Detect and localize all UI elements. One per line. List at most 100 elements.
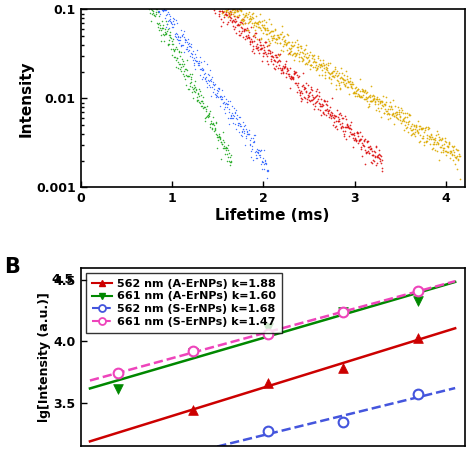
Point: [243, 27, 251, 34]
Point: [212, 130, 220, 137]
Point: [222, 6, 229, 14]
Point: [172, 29, 180, 36]
Point: [303, 88, 310, 95]
Point: [204, 112, 211, 119]
Point: [162, 11, 169, 19]
Point: [165, 24, 173, 32]
Point: [243, 3, 250, 10]
Point: [370, 151, 377, 159]
Point: [283, 46, 291, 54]
Point: [368, 148, 376, 155]
Point: [456, 152, 463, 159]
Point: [250, 42, 257, 49]
Point: [358, 88, 366, 95]
Point: [385, 110, 393, 118]
Point: [405, 110, 413, 118]
Point: [231, 120, 238, 128]
Point: [200, 104, 207, 112]
Point: [208, 120, 216, 128]
Point: [338, 114, 346, 122]
Point: [221, 3, 228, 10]
Point: [220, 105, 228, 112]
Point: [292, 51, 300, 58]
Point: [149, 9, 156, 17]
Point: [199, 65, 207, 73]
Point: [261, 165, 268, 173]
Point: [427, 131, 435, 139]
Point: [286, 50, 294, 58]
Point: [186, 82, 194, 90]
Point: [412, 123, 420, 131]
Point: [200, 93, 207, 101]
Point: [309, 87, 316, 94]
Point: [341, 112, 349, 119]
Point: [233, 12, 241, 20]
Point: [237, 113, 244, 120]
Point: [419, 132, 427, 140]
Point: [306, 96, 313, 103]
Point: [220, 93, 228, 100]
Point: [233, 13, 240, 20]
Point: [190, 55, 198, 62]
Point: [265, 41, 273, 49]
Point: [152, 10, 160, 18]
Point: [450, 152, 458, 159]
Point: [164, 8, 172, 16]
Point: [283, 30, 291, 38]
Point: [266, 50, 273, 57]
Point: [321, 98, 329, 105]
Point: [210, 85, 218, 92]
Point: [314, 106, 322, 113]
Point: [194, 61, 201, 69]
Point: [360, 137, 368, 144]
Point: [268, 27, 276, 35]
Point: [173, 36, 181, 43]
Point: [149, 10, 156, 18]
Point: [288, 47, 295, 55]
Point: [238, 19, 246, 27]
Point: [223, 150, 231, 157]
Point: [299, 49, 307, 56]
Point: [248, 13, 256, 20]
Point: [275, 51, 283, 59]
Point: [287, 74, 294, 82]
Point: [219, 99, 227, 107]
Point: [384, 109, 392, 117]
Point: [341, 76, 348, 83]
Point: [312, 66, 320, 73]
Point: [312, 92, 320, 100]
Point: [213, 87, 221, 94]
Point: [171, 31, 179, 38]
Point: [228, 114, 236, 121]
Point: [243, 127, 250, 134]
Point: [240, 26, 248, 34]
Point: [338, 74, 346, 82]
Point: [354, 85, 362, 92]
Point: [315, 60, 323, 68]
Point: [398, 118, 406, 125]
Point: [439, 148, 447, 156]
Point: [158, 17, 165, 25]
Point: [285, 49, 292, 56]
Point: [333, 106, 341, 114]
Point: [437, 148, 445, 155]
Point: [206, 67, 214, 74]
Point: [220, 138, 228, 146]
Point: [222, 145, 230, 152]
Point: [219, 2, 227, 9]
Point: [239, 33, 247, 41]
Point: [346, 78, 353, 85]
Point: [275, 34, 283, 41]
Point: [391, 109, 399, 117]
Point: [155, 19, 163, 27]
Point: [231, 108, 239, 116]
Point: [359, 141, 367, 148]
Point: [313, 64, 321, 71]
Point: [416, 139, 423, 146]
Point: [301, 60, 309, 67]
Point: [339, 308, 346, 316]
Point: [378, 157, 386, 164]
Point: [430, 141, 438, 148]
Point: [451, 142, 458, 150]
Point: [296, 57, 303, 64]
